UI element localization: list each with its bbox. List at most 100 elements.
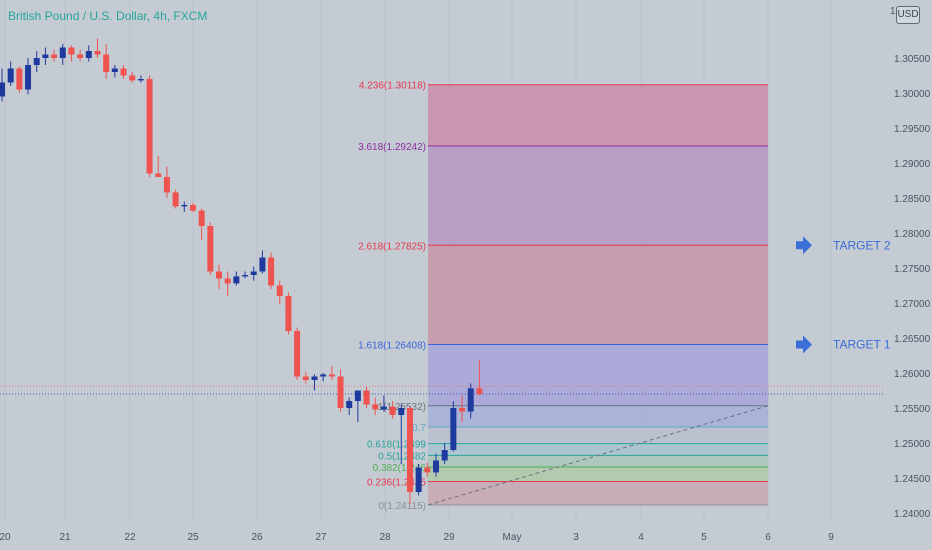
candle-body — [302, 376, 309, 380]
candle — [111, 65, 118, 78]
candle — [189, 202, 196, 212]
trend-line[interactable] — [427, 405, 769, 506]
candle — [424, 462, 431, 477]
x-tick-label: 20 — [0, 532, 11, 543]
x-tick-label: 21 — [59, 532, 71, 543]
candle — [25, 58, 32, 95]
candle — [85, 45, 92, 62]
candle-body — [415, 467, 422, 492]
candle-body — [285, 296, 292, 331]
candle-body — [250, 271, 257, 275]
candle — [207, 222, 214, 275]
candle-body — [259, 257, 266, 272]
candle-body — [406, 408, 413, 492]
candle-body — [51, 54, 58, 58]
symbol-title[interactable]: British Pound / U.S. Dollar, 4h, FXCM — [8, 9, 208, 23]
candle-body — [242, 275, 249, 277]
fib-zone — [428, 146, 768, 246]
candle-body — [372, 404, 379, 410]
y-tick-label: 1.27500 — [894, 264, 931, 275]
candle — [103, 44, 110, 79]
currency-button[interactable]: USD — [896, 6, 920, 24]
candle — [476, 360, 483, 396]
candle-body — [68, 47, 75, 55]
fib-level-label: 1.618(1.26408) — [358, 340, 426, 351]
fib-zone — [428, 84, 768, 147]
candle — [311, 374, 318, 391]
candle-body — [59, 47, 66, 58]
candle-body — [268, 257, 275, 286]
fib-level-label: 1(1.25532) — [378, 402, 426, 413]
fib-level-label: 2.618(1.27825) — [358, 241, 426, 252]
candle — [77, 49, 84, 62]
arrow-right-icon — [796, 236, 812, 255]
candle-body — [276, 285, 283, 296]
candle — [120, 65, 127, 79]
candle-body — [224, 278, 231, 284]
candle — [137, 75, 144, 83]
x-tick-label: 22 — [124, 532, 136, 543]
x-axis[interactable]: 20 21 22 25 26 27 28 29 May 3 4 5 6 9 — [0, 532, 834, 543]
y-tick-label: 1.30500 — [894, 54, 931, 65]
candle-body — [25, 65, 32, 90]
candle — [233, 271, 240, 286]
candle — [42, 47, 49, 65]
candle — [33, 51, 40, 72]
candle-body — [380, 406, 387, 410]
candle — [328, 366, 335, 380]
x-tick-label: 9 — [828, 532, 834, 543]
target-label: TARGET 2 — [833, 238, 891, 252]
candle-body — [424, 467, 431, 473]
y-tick-label: 1.29500 — [894, 124, 931, 135]
candle-body — [137, 79, 144, 81]
y-tick-label: 1.29000 — [894, 159, 931, 170]
fib-zone — [428, 426, 768, 444]
y-tick-label: 1.27000 — [894, 299, 931, 310]
target-marker: TARGET 1 — [796, 335, 891, 354]
candle — [59, 44, 66, 65]
fib-level-label: 4.236(1.30118) — [359, 81, 426, 92]
fib-zone — [428, 245, 768, 345]
candle — [94, 38, 101, 58]
y-axis[interactable]: 1.30500 1.30000 1.29500 1.29000 1.28500 1.280… — [890, 6, 931, 520]
candle — [129, 72, 136, 83]
candle-body — [450, 408, 457, 450]
candle — [198, 208, 205, 240]
candle — [459, 395, 466, 422]
candle-body — [163, 177, 170, 193]
fibonacci-extension[interactable]: 4.236(1.30118) 3.618(1.29242) 2.618(1.2782… — [358, 81, 769, 512]
candle — [433, 453, 439, 477]
candle — [363, 387, 370, 408]
candle — [467, 383, 474, 419]
candle — [268, 252, 275, 289]
y-tick-label: 1.28000 — [894, 229, 931, 240]
candle-body — [111, 68, 118, 72]
x-tick-label: May — [503, 532, 522, 543]
candle-body — [0, 82, 5, 97]
y-tick-label: 1.30000 — [894, 89, 931, 100]
fib-level-label: 0.236(1.2445 — [367, 478, 426, 489]
y-tick-label-top: 1 — [890, 6, 896, 17]
fib-level-label: 0.5(1.2482 — [378, 451, 426, 462]
arrow-right-icon — [796, 335, 812, 354]
fib-level-label: 0.7 — [412, 423, 426, 434]
x-tick-label: 6 — [765, 532, 771, 543]
candle-body — [337, 376, 344, 408]
candle-body — [146, 79, 153, 174]
candle-body — [363, 390, 370, 405]
candle-body — [77, 54, 84, 58]
candle — [406, 405, 413, 505]
candle-body — [441, 450, 448, 461]
x-tick-label: 27 — [315, 532, 327, 543]
y-tick-label: 1.28500 — [894, 194, 931, 205]
candles — [0, 38, 483, 505]
candle — [250, 266, 257, 281]
candle — [242, 271, 249, 279]
candle — [450, 401, 457, 452]
fib-level-label: 0.382(1.246 — [373, 463, 427, 474]
x-tick-label: 28 — [379, 532, 391, 543]
target-label: TARGET 1 — [833, 337, 891, 351]
candle-body — [207, 226, 214, 272]
x-tick-label: 25 — [187, 532, 199, 543]
